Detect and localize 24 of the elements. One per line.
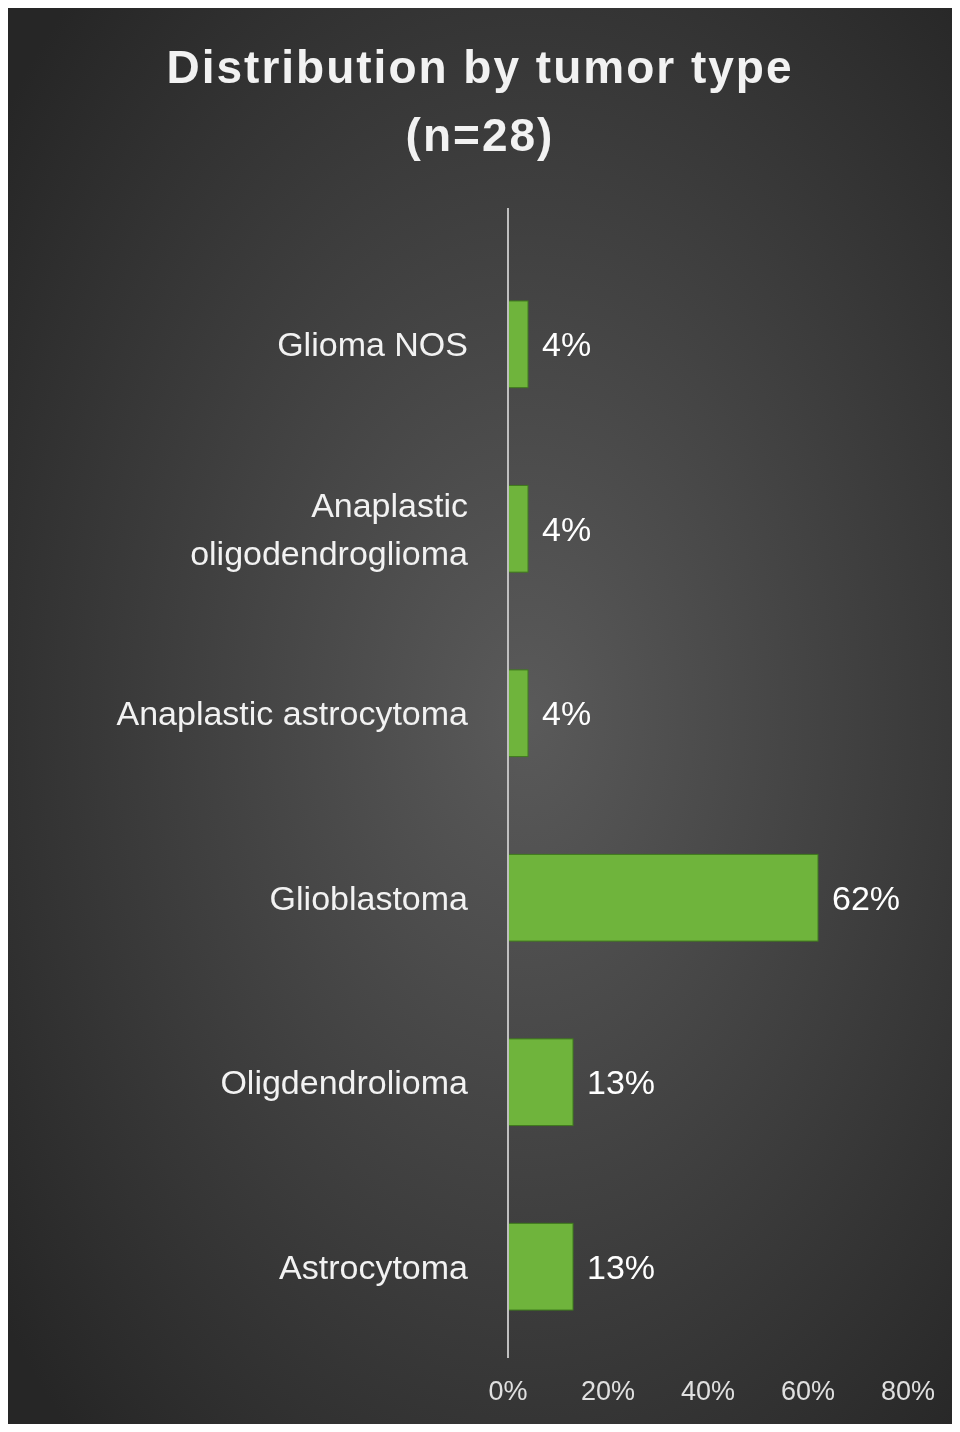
data-label: 4% — [542, 325, 592, 364]
data-label: 4% — [542, 509, 592, 548]
data-label: 62% — [832, 878, 901, 917]
bar — [507, 669, 529, 758]
data-label: 13% — [587, 1247, 656, 1286]
bar — [507, 300, 529, 389]
y-tick-label: Glioma NOS — [277, 325, 468, 364]
x-tick-label: 20% — [580, 1376, 636, 1406]
x-tick-label: 40% — [680, 1376, 736, 1406]
y-tick-label: Anaplastic astrocytoma — [116, 694, 469, 733]
x-tick-label: 0% — [488, 1376, 528, 1406]
bar — [507, 853, 819, 942]
y-tick-label: Glioblastoma — [269, 878, 469, 917]
data-label: 4% — [542, 694, 592, 733]
bar — [507, 1038, 574, 1127]
y-tick-label: Anaplastic oligodendroglioma — [190, 485, 469, 572]
x-tick-label: 60% — [780, 1376, 836, 1406]
y-tick-label: Oligdendrolioma — [220, 1063, 469, 1102]
y-tick-label: Astrocytoma — [279, 1247, 469, 1286]
x-tick-label: 80% — [880, 1376, 936, 1406]
bar — [507, 484, 529, 573]
bar — [507, 1222, 574, 1311]
data-label: 13% — [587, 1063, 656, 1102]
chart-title: Distribution by tumor type (n=28) — [166, 41, 794, 161]
